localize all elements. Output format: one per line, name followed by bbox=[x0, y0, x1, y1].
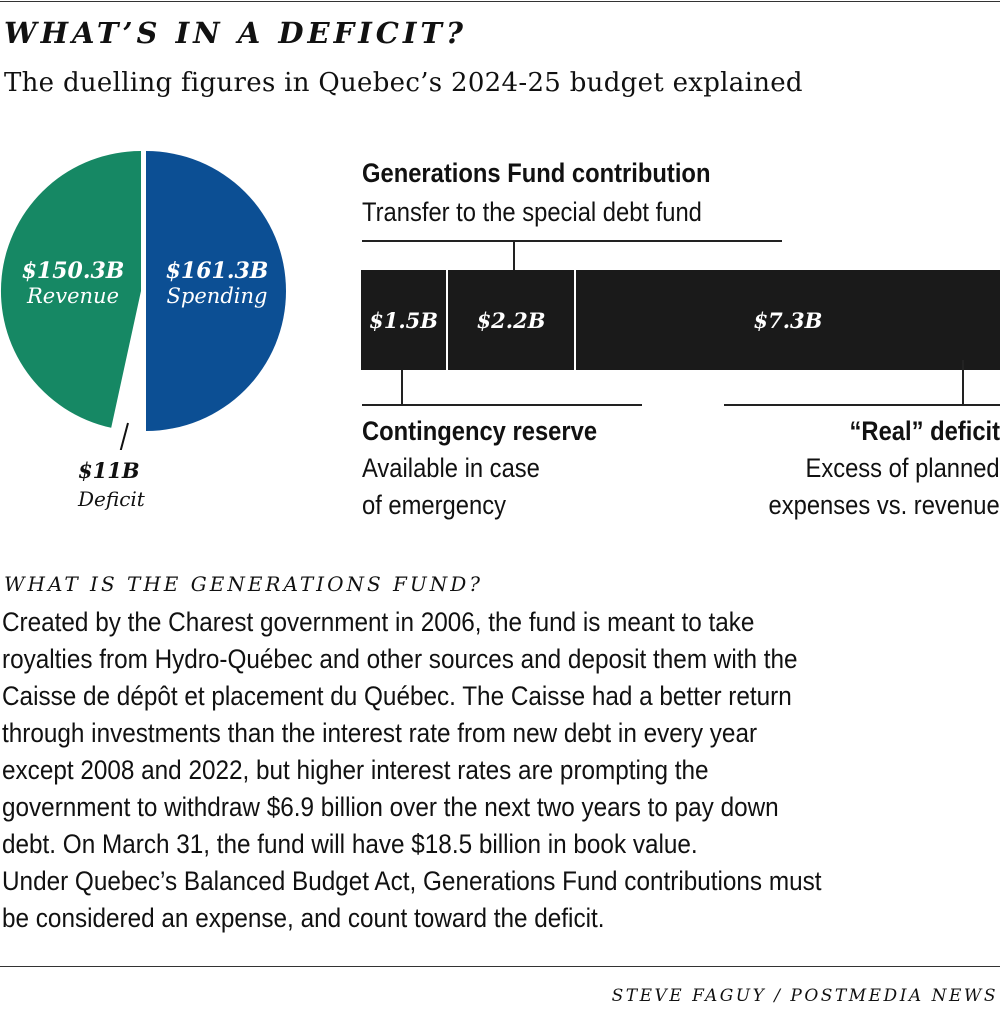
body-line: royalties from Hydro-Québec and other so… bbox=[2, 644, 798, 674]
bottom-rule bbox=[0, 966, 1000, 967]
pie-slice-spending bbox=[146, 151, 286, 431]
body-line: government to withdraw $6.9 billion over… bbox=[2, 792, 779, 822]
deficit-leader-line bbox=[119, 422, 129, 450]
bar-segment-generations: $2.2B bbox=[448, 270, 574, 370]
pie-chart bbox=[0, 151, 286, 450]
contingency-title: Contingency reserve bbox=[362, 416, 598, 446]
contingency-bracket bbox=[362, 404, 642, 406]
real-deficit-desc-2: expenses vs. revenue bbox=[768, 490, 1000, 520]
body-line: except 2008 and 2022, but higher interes… bbox=[2, 755, 709, 785]
contingency-desc-2: of emergency bbox=[362, 490, 506, 520]
revenue-value: $150.3B bbox=[21, 258, 125, 284]
body-line: debt. On March 31, the fund will have $1… bbox=[2, 829, 698, 859]
real-deficit-bracket bbox=[724, 404, 1000, 406]
spending-label: Spending bbox=[166, 284, 268, 308]
generations-title: Generations Fund contribution bbox=[362, 158, 711, 188]
bar-segment-contingency: $1.5B bbox=[361, 270, 447, 370]
real-deficit-desc-1: Excess of planned bbox=[805, 453, 1000, 483]
body-line: Created by the Charest government in 200… bbox=[2, 607, 755, 637]
pie-slice-revenue bbox=[0, 151, 141, 428]
contingency-leader bbox=[401, 370, 403, 404]
bar-segment-real-deficit: $7.3B bbox=[575, 270, 1000, 370]
spending-value: $161.3B bbox=[165, 258, 269, 284]
generations-bracket bbox=[362, 240, 782, 242]
pie-label-spending: $161.3B Spending bbox=[152, 258, 282, 308]
page-subtitle: The duelling figures in Quebec’s 2024-25… bbox=[4, 68, 803, 98]
section-body: Created by the Charest government in 200… bbox=[2, 604, 821, 937]
top-rule bbox=[0, 1, 1000, 2]
real-deficit-leader bbox=[962, 360, 964, 404]
generations-desc: Transfer to the special debt fund bbox=[362, 197, 702, 227]
pie-label-revenue: $150.3B Revenue bbox=[8, 258, 138, 308]
pie-label-deficit: $11B Deficit bbox=[78, 458, 145, 511]
credit: STEVE FAGUY / POSTMEDIA NEWS bbox=[611, 986, 998, 1006]
generations-leader bbox=[513, 240, 515, 270]
real-deficit-title: “Real” deficit bbox=[849, 416, 1000, 446]
revenue-label: Revenue bbox=[26, 284, 119, 308]
body-line: Under Quebec’s Balanced Budget Act, Gene… bbox=[2, 866, 822, 896]
page-title: WHAT’S IN A DEFICIT? bbox=[4, 16, 467, 50]
contingency-desc-1: Available in case bbox=[362, 453, 540, 483]
deficit-value: $11B bbox=[78, 458, 140, 483]
section-heading: WHAT IS THE GENERATIONS FUND? bbox=[4, 572, 484, 596]
deficit-label: Deficit bbox=[78, 487, 145, 511]
body-line: Caisse de dépôt et placement du Québec. … bbox=[2, 681, 792, 711]
body-line: be considered an expense, and count towa… bbox=[2, 903, 605, 933]
body-line: through investments than the interest ra… bbox=[2, 718, 758, 748]
